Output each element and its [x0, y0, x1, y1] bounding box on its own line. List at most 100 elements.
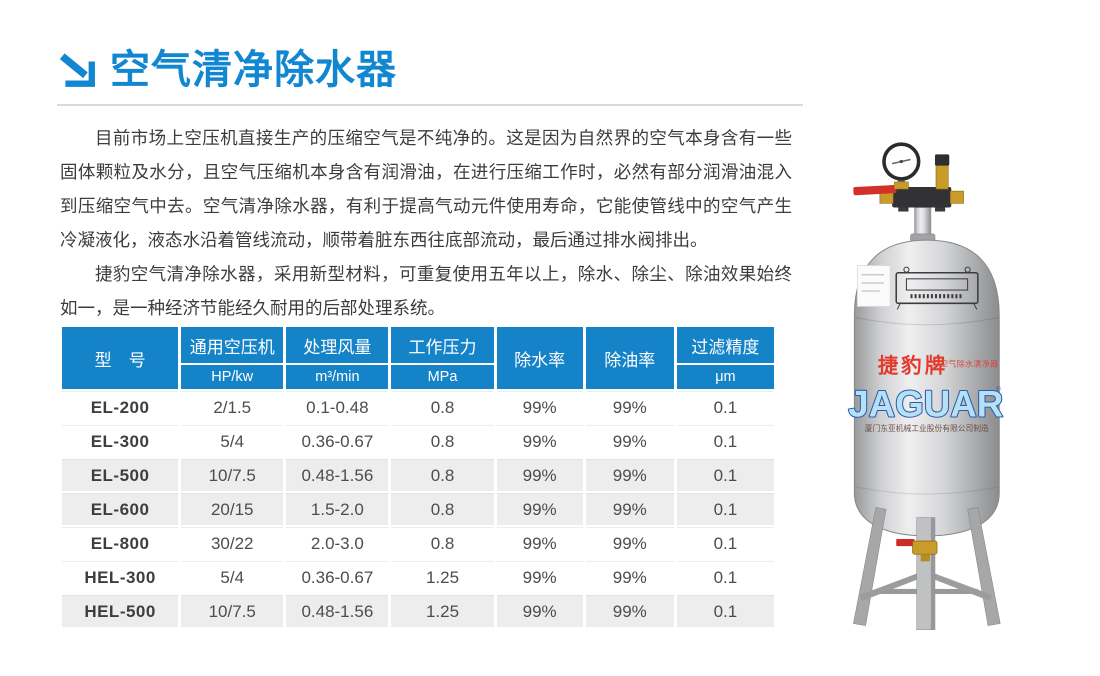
- table-row: HEL-300 5/4 0.36-0.67 1.25 99% 99% 0.1: [62, 561, 774, 593]
- col-header-oil-removal: 除油率: [585, 327, 674, 389]
- table-row: EL-800 30/22 2.0-3.0 0.8 99% 99% 0.1: [62, 527, 774, 559]
- table-row: EL-200 2/1.5 0.1-0.48 0.8 99% 99% 0.1: [62, 391, 774, 423]
- table-row: EL-300 5/4 0.36-0.67 0.8 99% 99% 0.1: [62, 425, 774, 457]
- manifold-flange: [898, 207, 909, 212]
- cell-flow: 0.36-0.67: [286, 561, 389, 593]
- cell-water: 99%: [496, 595, 583, 627]
- product-name-cn: 空气除水清净器: [940, 359, 998, 369]
- cell-compressor: 30/22: [181, 527, 284, 559]
- unit-pressure: MPa: [391, 365, 494, 389]
- unit-compressor: HP/kw: [181, 365, 284, 389]
- cell-compressor: 2/1.5: [181, 391, 284, 423]
- spec-table-header: 型 号 通用空压机 处理风量 工作压力 除水率 除油率 过滤精度 HP/kw m…: [62, 327, 774, 389]
- unit-filter-precision: μm: [676, 365, 774, 389]
- weld-seam-top: [855, 317, 999, 326]
- col-header-compressor: 通用空压机: [181, 327, 284, 363]
- col-header-pressure: 工作压力: [391, 327, 494, 363]
- product-brand-en: JAGUAR: [848, 384, 1003, 425]
- cell-filter: 0.1: [676, 527, 774, 559]
- cell-water: 99%: [496, 391, 583, 423]
- product-trademark: ®: [996, 386, 1001, 393]
- cell-water: 99%: [496, 459, 583, 491]
- arrow-down-right-icon: [59, 53, 95, 87]
- riser-cap: [934, 154, 950, 166]
- cell-flow: 1.5-2.0: [286, 493, 389, 525]
- cell-flow: 0.48-1.56: [286, 459, 389, 491]
- water-separator-illustration: 捷豹牌 空气除水清净器 JAGUAR ® 厦门东亚机械工业股份有限公司制造: [847, 142, 1004, 630]
- cell-oil: 99%: [585, 459, 674, 491]
- manifold-block: [892, 187, 952, 208]
- side-label: [857, 265, 891, 307]
- col-header-flow: 处理风量: [286, 327, 389, 363]
- cell-oil: 99%: [585, 425, 674, 457]
- cell-compressor: 10/7.5: [181, 595, 284, 627]
- col-header-filter-precision: 过滤精度: [676, 327, 774, 363]
- cell-oil: 99%: [585, 527, 674, 559]
- col-header-water-removal: 除水率: [496, 327, 583, 389]
- stand-legs: [853, 507, 1001, 630]
- cell-filter: 0.1: [676, 493, 774, 525]
- cell-compressor: 5/4: [181, 425, 284, 457]
- cell-model: EL-300: [62, 425, 179, 457]
- table-row: EL-500 10/7.5 0.48-1.56 0.8 99% 99% 0.1: [62, 459, 774, 491]
- weld-seam-bottom: [855, 486, 999, 495]
- brass-fitting-right: [949, 190, 964, 204]
- cell-filter: 0.1: [676, 459, 774, 491]
- cell-oil: 99%: [585, 493, 674, 525]
- cell-filter: 0.1: [676, 561, 774, 593]
- spec-table: 型 号 通用空压机 处理风量 工作压力 除水率 除油率 过滤精度 HP/kw m…: [59, 325, 777, 629]
- cell-compressor: 5/4: [181, 561, 284, 593]
- page-header: 空气清净除水器: [58, 50, 397, 90]
- col-header-model: 型 号: [62, 327, 179, 389]
- cell-pressure: 0.8: [391, 391, 494, 423]
- cell-water: 99%: [496, 425, 583, 457]
- cell-model: EL-500: [62, 459, 179, 491]
- cell-pressure: 0.8: [391, 527, 494, 559]
- cell-compressor: 20/15: [181, 493, 284, 525]
- cell-filter: 0.1: [676, 391, 774, 423]
- cell-flow: 0.1-0.48: [286, 391, 389, 423]
- cell-water: 99%: [496, 561, 583, 593]
- cell-oil: 99%: [585, 595, 674, 627]
- manifold-flange: [934, 207, 946, 212]
- table-row: HEL-500 10/7.5 0.48-1.56 1.25 99% 99% 0.…: [62, 595, 774, 627]
- cell-compressor: 10/7.5: [181, 459, 284, 491]
- drain-valve: [896, 538, 938, 562]
- cell-water: 99%: [496, 493, 583, 525]
- product-brand-cn: 捷豹牌: [878, 354, 948, 378]
- brass-riser: [935, 164, 949, 190]
- cell-model: EL-200: [62, 391, 179, 423]
- cell-model: HEL-500: [62, 595, 179, 627]
- cell-model: EL-800: [62, 527, 179, 559]
- cell-flow: 0.36-0.67: [286, 425, 389, 457]
- cell-oil: 99%: [585, 391, 674, 423]
- cell-filter: 0.1: [676, 595, 774, 627]
- cell-model: HEL-300: [62, 561, 179, 593]
- cell-pressure: 0.8: [391, 459, 494, 491]
- title-divider: [57, 104, 803, 106]
- valve-assembly: [853, 142, 964, 243]
- product-photo: 捷豹牌 空气除水清净器 JAGUAR ® 厦门东亚机械工业股份有限公司制造: [838, 134, 1034, 644]
- cell-filter: 0.1: [676, 425, 774, 457]
- page-title: 空气清净除水器: [110, 48, 397, 92]
- cell-pressure: 1.25: [391, 561, 494, 593]
- table-row: EL-600 20/15 1.5-2.0 0.8 99% 99% 0.1: [62, 493, 774, 525]
- cell-flow: 2.0-3.0: [286, 527, 389, 559]
- unit-flow: m³/min: [286, 365, 389, 389]
- cell-pressure: 1.25: [391, 595, 494, 627]
- tank-body: [853, 239, 1000, 537]
- intro-paragraph-1: 目前市场上空压机直接生产的压缩空气是不纯净的。这是因为自然界的空气本身含有一些固…: [60, 128, 792, 250]
- red-valve-lever: [853, 185, 897, 196]
- intro-text: 目前市场上空压机直接生产的压缩空气是不纯净的。这是因为自然界的空气本身含有一些固…: [60, 121, 792, 325]
- cell-flow: 0.48-1.56: [286, 595, 389, 627]
- intro-paragraph-2: 捷豹空气清净除水器，采用新型材料，可重复使用五年以上，除水、除尘、除油效果始终如…: [60, 264, 792, 318]
- gauge-pivot: [899, 159, 903, 164]
- spec-table-body: EL-200 2/1.5 0.1-0.48 0.8 99% 99% 0.1 EL…: [62, 391, 774, 627]
- gauge-nut: [893, 181, 909, 190]
- product-manufacturer: 厦门东亚机械工业股份有限公司制造: [865, 423, 989, 433]
- cell-oil: 99%: [585, 561, 674, 593]
- cell-pressure: 0.8: [391, 425, 494, 457]
- cell-water: 99%: [496, 527, 583, 559]
- cell-pressure: 0.8: [391, 493, 494, 525]
- cell-model: EL-600: [62, 493, 179, 525]
